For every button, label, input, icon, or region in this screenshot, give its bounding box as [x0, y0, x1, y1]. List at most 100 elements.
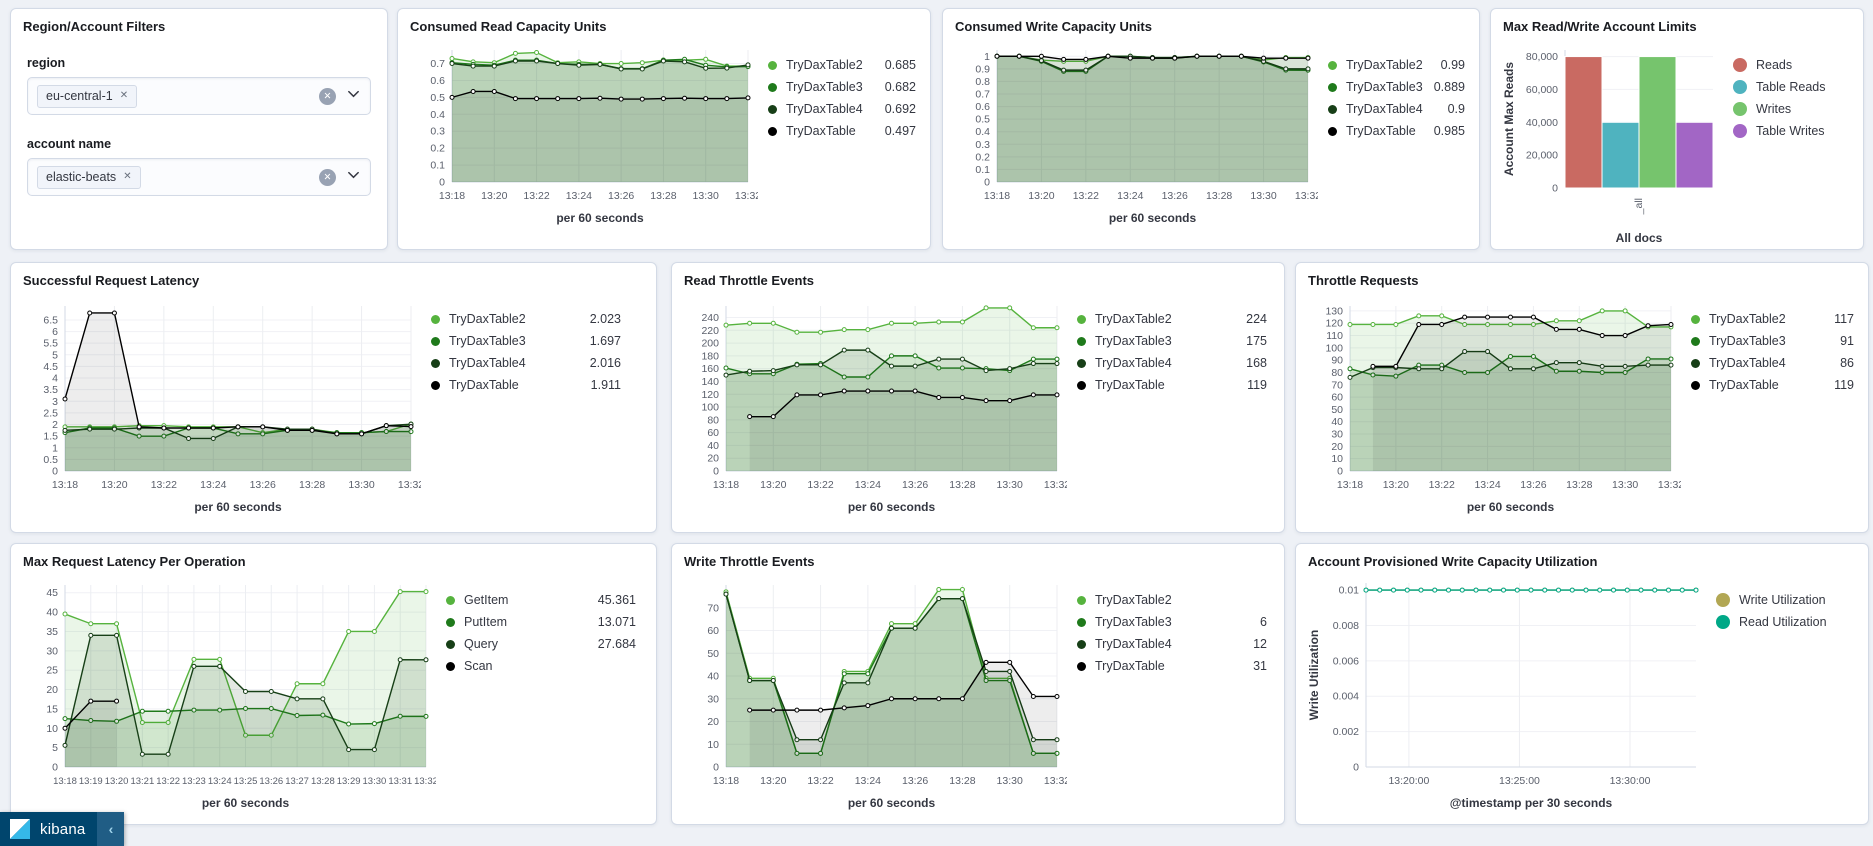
svg-text:0: 0: [1552, 183, 1558, 195]
svg-text:13:23: 13:23: [182, 776, 206, 787]
legend-item[interactable]: TryDaxTable 119: [1077, 374, 1267, 396]
legend-label: Write Utilization: [1739, 593, 1826, 607]
svg-text:13:28: 13:28: [299, 479, 325, 491]
legend-item[interactable]: Reads: [1733, 54, 1853, 76]
svg-text:1: 1: [52, 442, 58, 454]
svg-text:13:24: 13:24: [208, 776, 232, 787]
legend-item[interactable]: TryDaxTable 0.497: [768, 120, 916, 142]
legend-label: TryDaxTable: [1346, 124, 1416, 138]
legend-swatch-icon: [431, 358, 440, 368]
svg-text:50: 50: [707, 648, 719, 660]
legend-label: TryDaxTable: [1095, 378, 1165, 392]
svg-text:per 60 seconds: per 60 seconds: [556, 211, 644, 225]
chevron-down-icon[interactable]: [346, 86, 361, 106]
chevron-down-icon[interactable]: [346, 167, 361, 187]
legend-item[interactable]: Table Reads: [1733, 76, 1853, 98]
legend-item[interactable]: TryDaxTable3 0.682: [768, 76, 916, 98]
svg-text:13:19: 13:19: [79, 776, 103, 787]
svg-text:0.3: 0.3: [975, 139, 990, 151]
legend-item[interactable]: TryDaxTable4 0.9: [1328, 98, 1465, 120]
legend-item[interactable]: TryDaxTable4 12: [1077, 633, 1267, 655]
legend-item[interactable]: Writes: [1733, 98, 1853, 120]
svg-text:per 60 seconds: per 60 seconds: [202, 796, 290, 810]
svg-text:13:30: 13:30: [693, 190, 719, 202]
svg-text:25: 25: [46, 665, 58, 677]
remove-region-tag-icon[interactable]: ✕: [119, 90, 129, 101]
legend-item[interactable]: TryDaxTable2 117: [1691, 308, 1854, 330]
legend-item[interactable]: TryDaxTable 0.985: [1328, 120, 1465, 142]
legend-item[interactable]: TryDaxTable 1.911: [431, 374, 621, 396]
legend-item[interactable]: TryDaxTable2 2.023: [431, 308, 621, 330]
chart-legend: TryDaxTable2 224 TryDaxTable3 175 TryDaxTabl…: [1067, 292, 1274, 517]
remove-account-tag-icon[interactable]: ✕: [123, 171, 132, 182]
legend-item[interactable]: TryDaxTable 119: [1691, 374, 1854, 396]
panel-title: Read Throttle Events: [684, 273, 815, 288]
legend-item[interactable]: TryDaxTable2 0.685: [768, 54, 916, 76]
legend-label: TryDaxTable3: [1095, 615, 1172, 629]
collapse-nav-button[interactable]: ‹: [97, 812, 125, 846]
svg-text:per 60 seconds: per 60 seconds: [1467, 500, 1555, 514]
svg-text:13:20: 13:20: [760, 479, 786, 491]
legend-value: 1.911: [590, 378, 621, 392]
legend-item[interactable]: Query 27.684: [446, 633, 636, 655]
panel-title: Write Throttle Events: [684, 554, 815, 569]
clear-region-icon[interactable]: ✕: [319, 87, 336, 105]
svg-text:1.5: 1.5: [43, 431, 58, 443]
legend-item[interactable]: TryDaxTable2 224: [1077, 308, 1267, 330]
legend-value: 86: [1840, 356, 1854, 370]
legend-item[interactable]: TryDaxTable4 0.692: [768, 98, 916, 120]
legend-item[interactable]: TryDaxTable3 1.697: [431, 330, 621, 352]
chart-legend: GetItem 45.361 PutItem 13.071 Query 27.684 Sca…: [436, 573, 646, 813]
svg-text:0: 0: [439, 177, 445, 189]
legend-item[interactable]: TryDaxTable4 2.016: [431, 352, 621, 374]
legend-item[interactable]: TryDaxTable4 168: [1077, 352, 1267, 374]
svg-text:@timestamp per 30 seconds: @timestamp per 30 seconds: [1450, 796, 1613, 810]
legend-item[interactable]: TryDaxTable2 0.99: [1328, 54, 1465, 76]
kibana-nav-bar[interactable]: kibana ‹: [0, 812, 125, 846]
legend-label: TryDaxTable2: [1709, 312, 1786, 326]
legend-item[interactable]: TryDaxTable3 91: [1691, 330, 1854, 352]
svg-text:0.6: 0.6: [975, 101, 990, 113]
svg-text:4.5: 4.5: [43, 361, 58, 373]
legend-item[interactable]: Scan: [446, 655, 636, 677]
svg-text:13:20:00: 13:20:00: [1388, 775, 1429, 787]
legend-item[interactable]: TryDaxTable4 86: [1691, 352, 1854, 374]
legend-item[interactable]: Write Utilization: [1716, 589, 1854, 611]
panel-write-throttle-events: Write Throttle Events 0 10 20 30 40 50 60 70 13:…: [671, 543, 1285, 825]
account-name-label: account name: [27, 137, 112, 151]
svg-text:13:18: 13:18: [52, 479, 78, 491]
legend-label: Query: [464, 637, 499, 651]
svg-text:13:28: 13:28: [1566, 479, 1592, 491]
svg-text:All docs: All docs: [1616, 231, 1663, 245]
region-pill[interactable]: eu-central-1 ✕: [37, 84, 138, 108]
legend-item[interactable]: GetItem 45.361: [446, 589, 636, 611]
legend-item[interactable]: PutItem 13.071: [446, 611, 636, 633]
region-combobox[interactable]: eu-central-1 ✕ ✕: [27, 77, 371, 115]
chart-legend: Reads Table Reads Writes Table Writes: [1723, 38, 1857, 250]
legend-item[interactable]: TryDaxTable2: [1077, 589, 1267, 611]
svg-text:30: 30: [1331, 429, 1343, 441]
account-name-combobox[interactable]: elastic-beats ✕ ✕: [27, 158, 371, 196]
legend-swatch-icon: [1077, 314, 1086, 324]
svg-text:0.004: 0.004: [1333, 691, 1359, 703]
clear-account-icon[interactable]: ✕: [319, 168, 336, 186]
legend-item[interactable]: TryDaxTable3 175: [1077, 330, 1267, 352]
svg-text:140: 140: [701, 376, 719, 388]
legend-item[interactable]: Read Utilization: [1716, 611, 1854, 633]
legend-label: TryDaxTable2: [449, 312, 526, 326]
legend-item[interactable]: TryDaxTable3 6: [1077, 611, 1267, 633]
svg-text:13:24: 13:24: [566, 190, 592, 202]
legend-swatch-icon: [1328, 126, 1337, 136]
account-pill[interactable]: elastic-beats ✕: [37, 165, 141, 189]
panel-title: Consumed Read Capacity Units: [410, 19, 607, 34]
svg-text:Write Utilization: Write Utilization: [1307, 630, 1321, 720]
legend-value: 91: [1840, 334, 1854, 348]
legend-swatch-icon: [768, 104, 777, 114]
legend-item[interactable]: TryDaxTable 31: [1077, 655, 1267, 677]
legend-swatch-icon: [446, 661, 455, 671]
svg-text:0.9: 0.9: [975, 63, 990, 75]
legend-item[interactable]: TryDaxTable3 0.889: [1328, 76, 1465, 98]
svg-text:13:22: 13:22: [1429, 479, 1455, 491]
legend-item[interactable]: Table Writes: [1733, 120, 1853, 142]
